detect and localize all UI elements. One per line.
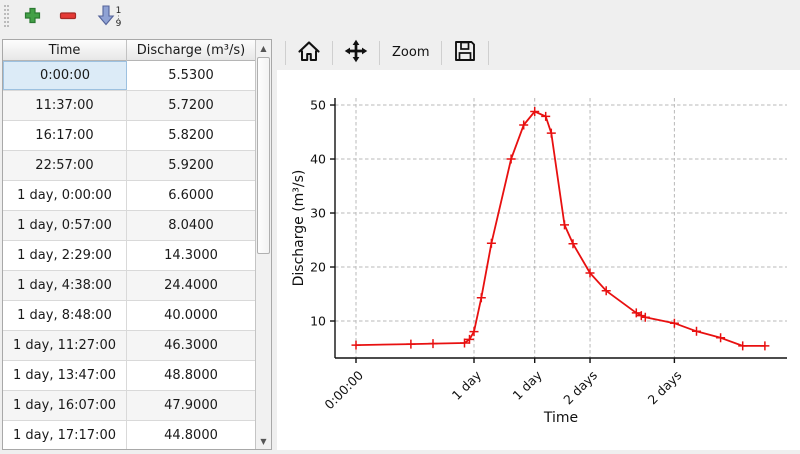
time-cell[interactable]: 1 day, 4:38:00: [3, 271, 127, 300]
table-row: 1 day, 4:38:00 24.4000: [3, 271, 255, 301]
discharge-cell[interactable]: 48.8000: [127, 361, 255, 390]
home-icon: [297, 39, 321, 67]
remove-row-button[interactable]: [53, 3, 83, 31]
toolbar-separator: [285, 40, 286, 65]
column-header-discharge[interactable]: Discharge (m³/s): [136, 43, 246, 58]
x-tick-label: 2 days: [645, 368, 685, 408]
chart-toolbar: Zoom: [277, 35, 800, 70]
toolbar-separator: [441, 40, 443, 65]
discharge-cell[interactable]: 24.4000: [127, 271, 255, 300]
table-row: 1 day, 0:57:00 8.0400: [3, 211, 255, 241]
time-cell[interactable]: 1 day, 11:27:00: [3, 331, 127, 360]
scroll-up-arrow-icon[interactable]: ▲: [256, 40, 271, 56]
x-tick-label: 1 day: [510, 367, 546, 403]
table-row: 0:00:00 5.5300: [3, 61, 255, 91]
pan-button[interactable]: [341, 38, 371, 68]
discharge-cell[interactable]: 44.8000: [127, 421, 255, 449]
table-row: 1 day, 2:29:00 14.3000: [3, 241, 255, 271]
home-button[interactable]: [294, 38, 324, 68]
time-cell[interactable]: 1 day, 16:07:00: [3, 391, 127, 420]
discharge-line-chart[interactable]: 10 20 30 40 50 0:00:00 1 day 1 day 2 days 2 days T…: [277, 70, 800, 450]
discharge-line: [355, 110, 765, 347]
sort-arrow-down-icon: [97, 4, 115, 30]
table-row: 1 day, 8:48:00 40.0000: [3, 301, 255, 331]
time-cell[interactable]: 11:37:00: [3, 91, 127, 120]
y-axis-label: Discharge (m³/s): [291, 170, 307, 287]
discharge-cell[interactable]: 8.0400: [127, 211, 255, 240]
scrollbar-thumb[interactable]: [257, 57, 270, 254]
add-row-button[interactable]: [17, 3, 47, 31]
table-row: 11:37:00 5.7200: [3, 91, 255, 121]
pan-move-icon: [344, 39, 368, 67]
y-tick-label: 20: [310, 260, 326, 275]
table-row: 1 day, 13:47:00 48.8000: [3, 361, 255, 391]
discharge-cell[interactable]: 5.9200: [127, 151, 255, 180]
y-tick-label: 30: [310, 206, 326, 221]
y-tick-label: 10: [310, 314, 326, 329]
time-cell[interactable]: 1 day, 17:17:00: [3, 421, 127, 449]
y-tick-label: 50: [310, 98, 326, 113]
sort-digits: 1 : 9: [115, 5, 122, 29]
time-cell[interactable]: 16:17:00: [3, 121, 127, 150]
zoom-button[interactable]: Zoom: [388, 38, 433, 68]
discharge-cell[interactable]: 5.7200: [127, 91, 255, 120]
discharge-cell[interactable]: 5.5300: [127, 61, 255, 90]
time-cell[interactable]: 22:57:00: [3, 151, 127, 180]
minus-icon: [58, 6, 78, 29]
discharge-cell[interactable]: 6.6000: [127, 181, 255, 210]
plus-icon: [23, 6, 42, 29]
x-tick-label: 0:00:00: [321, 367, 366, 412]
table-vertical-scrollbar[interactable]: ▲ ▼: [255, 40, 271, 449]
x-tick-label: 2 days: [560, 368, 600, 408]
y-tick-label: 40: [310, 152, 326, 167]
discharge-cell[interactable]: 5.8200: [127, 121, 255, 150]
sort-ascending-button[interactable]: 1 : 9: [89, 3, 129, 31]
time-cell[interactable]: 1 day, 0:57:00: [3, 211, 127, 240]
chart-figure[interactable]: 10 20 30 40 50 0:00:00 1 day 1 day 2 days 2 days T…: [277, 70, 800, 450]
timeseries-table: Time Discharge (m³/s) 0:00:00 5.5300 11:37…: [2, 39, 272, 450]
toolbar-separator: [379, 40, 380, 65]
discharge-cell[interactable]: 14.3000: [127, 241, 255, 270]
time-cell[interactable]: 0:00:00: [3, 61, 127, 90]
scroll-down-arrow-icon[interactable]: ▼: [256, 433, 271, 449]
time-cell[interactable]: 1 day, 2:29:00: [3, 241, 127, 270]
table-row: 22:57:00 5.9200: [3, 151, 255, 181]
table-row: 16:17:00 5.8200: [3, 121, 255, 151]
discharge-cell[interactable]: 40.0000: [127, 301, 255, 330]
x-axis-label: Time: [543, 410, 578, 426]
plus-markers: [351, 107, 770, 351]
time-cell[interactable]: 1 day, 13:47:00: [3, 361, 127, 390]
save-button[interactable]: [450, 38, 480, 68]
discharge-cell[interactable]: 47.9000: [127, 391, 255, 420]
toolbar-drag-handle[interactable]: [4, 5, 9, 29]
save-floppy-icon: [453, 39, 477, 67]
table-row: 1 day, 0:00:00 6.6000: [3, 181, 255, 211]
zoom-button-label: Zoom: [392, 45, 430, 60]
time-cell[interactable]: 1 day, 8:48:00: [3, 301, 127, 330]
toolbar-separator: [488, 40, 490, 65]
table-row: 1 day, 11:27:00 46.3000: [3, 331, 255, 361]
x-tick-label: 1 day: [449, 367, 485, 403]
discharge-cell[interactable]: 46.3000: [127, 331, 255, 360]
time-cell[interactable]: 1 day, 0:00:00: [3, 181, 127, 210]
table-header: Time Discharge (m³/s): [3, 40, 255, 61]
table-row: 1 day, 17:17:00 44.8000: [3, 421, 255, 449]
table-body: 0:00:00 5.5300 11:37:00 5.7200 16:17:00 5.820…: [3, 61, 255, 449]
toolbar-separator: [332, 40, 333, 65]
column-header-time[interactable]: Time: [3, 40, 127, 61]
table-toolbar: 1 : 9: [0, 0, 800, 34]
table-row: 1 day, 16:07:00 47.9000: [3, 391, 255, 421]
